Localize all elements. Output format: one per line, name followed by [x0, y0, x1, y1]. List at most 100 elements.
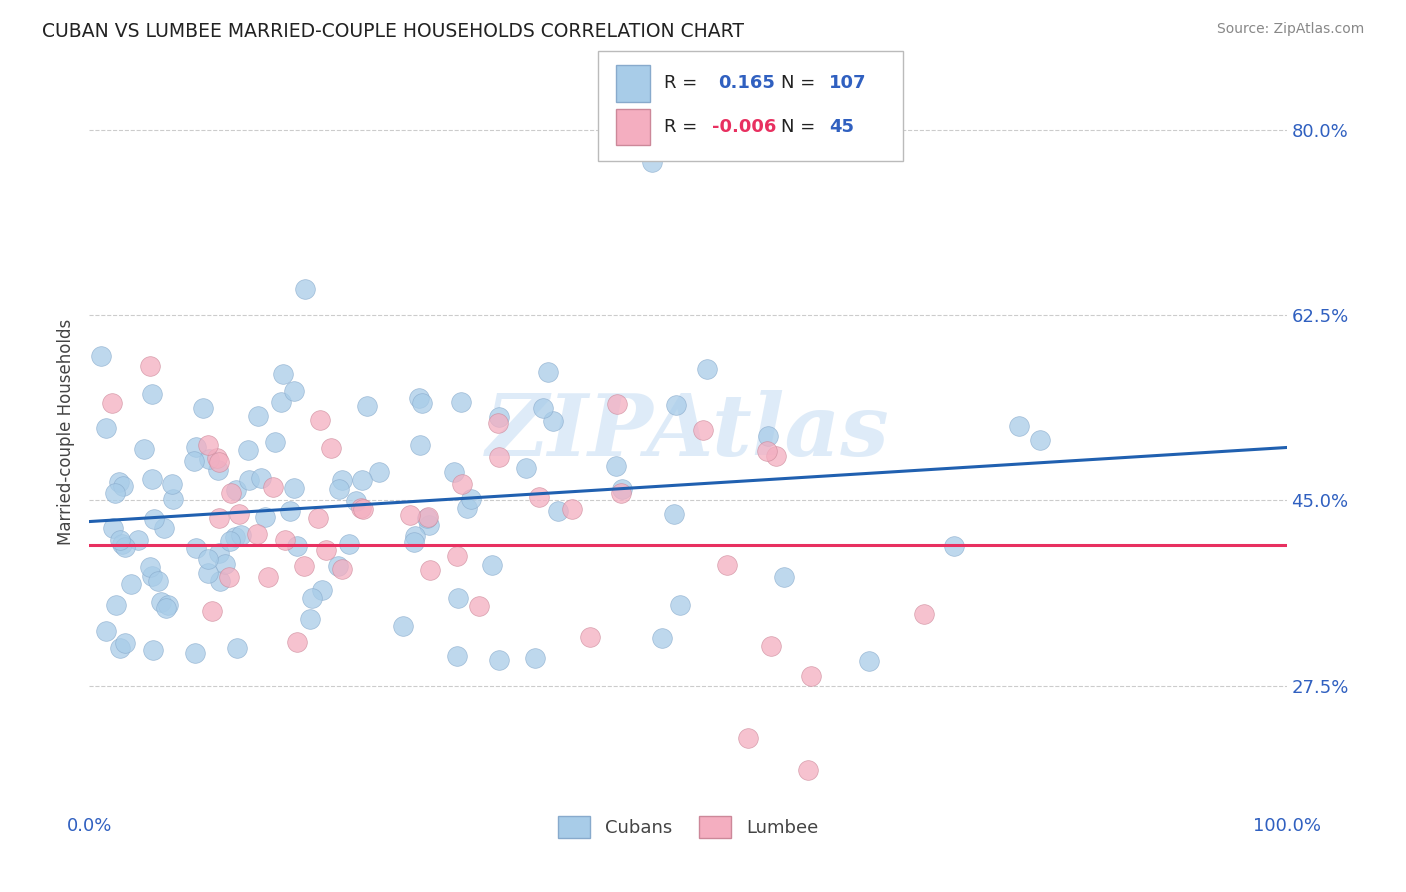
Point — [110, 537, 132, 551]
Point — [263, 480, 285, 494]
Point — [208, 546, 231, 560]
Point — [344, 494, 367, 508]
Point — [157, 599, 180, 613]
Point — [527, 490, 550, 504]
Point — [292, 559, 315, 574]
Point — [409, 438, 432, 452]
Point — [330, 473, 353, 487]
Point — [737, 731, 759, 746]
Point — [197, 566, 219, 580]
Point — [184, 440, 207, 454]
Point — [411, 395, 433, 409]
Point — [146, 574, 169, 588]
Point — [208, 574, 231, 588]
Point — [356, 399, 378, 413]
Point — [858, 654, 880, 668]
Text: 107: 107 — [830, 74, 866, 93]
Point — [94, 624, 117, 638]
Point — [225, 640, 247, 655]
Point — [225, 483, 247, 497]
Point — [132, 442, 155, 456]
Point — [419, 564, 441, 578]
Point — [662, 507, 685, 521]
Point — [214, 558, 236, 572]
Point — [328, 482, 350, 496]
FancyBboxPatch shape — [598, 51, 904, 161]
Y-axis label: Married-couple Households: Married-couple Households — [58, 318, 75, 545]
Point — [108, 475, 131, 489]
Point — [94, 421, 117, 435]
Point — [294, 281, 316, 295]
Point — [541, 414, 564, 428]
Point — [399, 508, 422, 522]
Bar — [616, 109, 650, 145]
Point — [104, 598, 127, 612]
Point — [155, 600, 177, 615]
Point — [307, 511, 329, 525]
Point — [101, 521, 124, 535]
Point — [120, 577, 142, 591]
Point — [447, 591, 470, 605]
Point — [207, 450, 229, 465]
Point — [350, 473, 373, 487]
Point — [561, 502, 583, 516]
Point — [418, 517, 440, 532]
Point — [488, 450, 510, 465]
Point — [488, 410, 510, 425]
Point — [308, 413, 330, 427]
Bar — [616, 65, 650, 102]
Point — [198, 451, 221, 466]
Point — [665, 398, 688, 412]
Point — [101, 396, 124, 410]
Point — [1008, 419, 1031, 434]
Point — [201, 603, 224, 617]
Text: N =: N = — [782, 74, 821, 93]
Point — [761, 639, 783, 653]
Point — [531, 401, 554, 415]
Text: 0.165: 0.165 — [718, 74, 775, 93]
Point — [110, 533, 132, 548]
Point — [641, 154, 664, 169]
Point — [112, 479, 135, 493]
Point — [278, 504, 301, 518]
Point — [488, 653, 510, 667]
Point — [716, 558, 738, 573]
Point — [443, 466, 465, 480]
Point — [139, 359, 162, 373]
Point — [610, 485, 633, 500]
Point — [114, 540, 136, 554]
Point — [692, 423, 714, 437]
Point — [274, 533, 297, 548]
Point — [114, 635, 136, 649]
Point — [207, 463, 229, 477]
Text: CUBAN VS LUMBEE MARRIED-COUPLE HOUSEHOLDS CORRELATION CHART: CUBAN VS LUMBEE MARRIED-COUPLE HOUSEHOLD… — [42, 22, 744, 41]
Point — [127, 533, 149, 548]
Point — [186, 541, 208, 555]
Point — [208, 511, 231, 525]
Point — [456, 501, 478, 516]
Point — [285, 635, 308, 649]
Point — [90, 349, 112, 363]
Point — [404, 528, 426, 542]
Point — [1028, 433, 1050, 447]
Point — [218, 569, 240, 583]
Point — [229, 528, 252, 542]
Text: R =: R = — [664, 118, 703, 136]
Point — [256, 570, 278, 584]
Point — [218, 533, 240, 548]
Point — [150, 595, 173, 609]
Point — [315, 542, 337, 557]
Point — [219, 486, 242, 500]
Point — [250, 471, 273, 485]
Point — [253, 510, 276, 524]
Point — [547, 503, 569, 517]
Point — [139, 560, 162, 574]
Point — [285, 539, 308, 553]
Point — [481, 558, 503, 573]
Point — [141, 387, 163, 401]
Legend: Cubans, Lumbee: Cubans, Lumbee — [550, 809, 825, 846]
Text: Source: ZipAtlas.com: Source: ZipAtlas.com — [1216, 22, 1364, 37]
Point — [651, 631, 673, 645]
Point — [197, 551, 219, 566]
Point — [236, 443, 259, 458]
